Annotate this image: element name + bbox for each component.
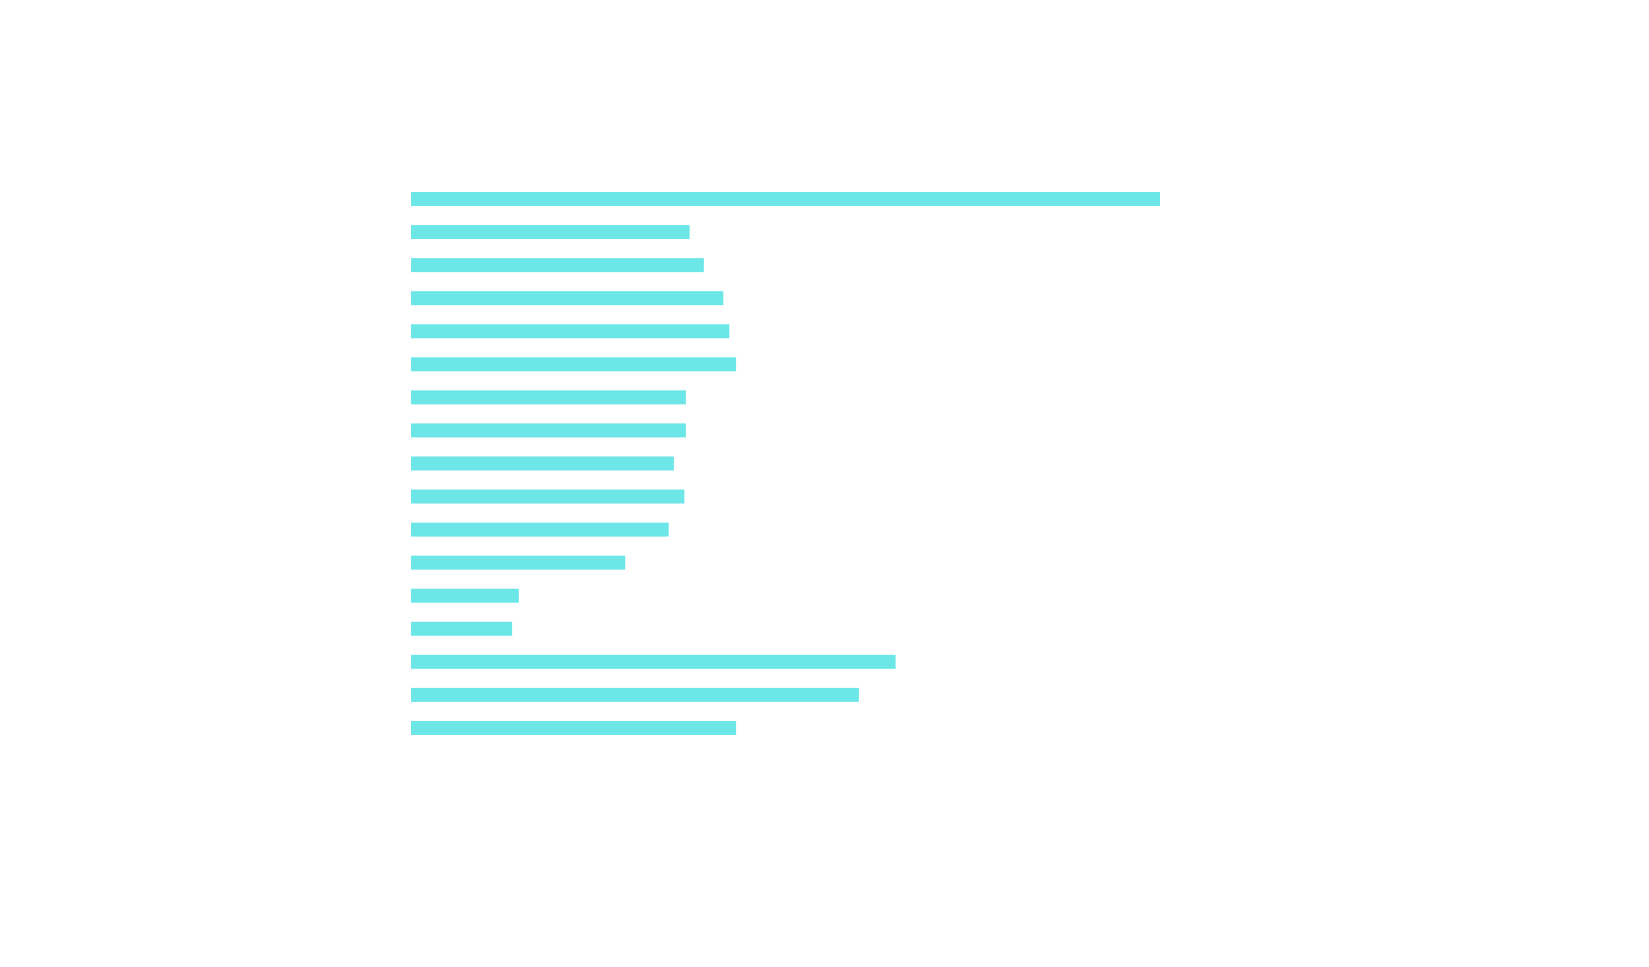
bar-6 [411,357,737,372]
bar-1 [411,192,1160,206]
bar-4 [411,291,724,306]
bar-7 [411,390,686,405]
bar-9 [411,456,674,471]
bar-15 [411,654,896,669]
bar-12 [411,555,626,570]
bar-8 [411,423,686,438]
bar-17 [411,720,737,735]
bar-14 [411,621,513,636]
bar-3 [411,258,704,273]
bar-13 [411,588,519,603]
bar-11 [411,522,669,537]
bar-10 [411,489,685,504]
bar-16 [411,687,859,702]
bar-5 [411,324,730,339]
bar-2 [411,225,690,240]
bars-group [411,192,1160,735]
